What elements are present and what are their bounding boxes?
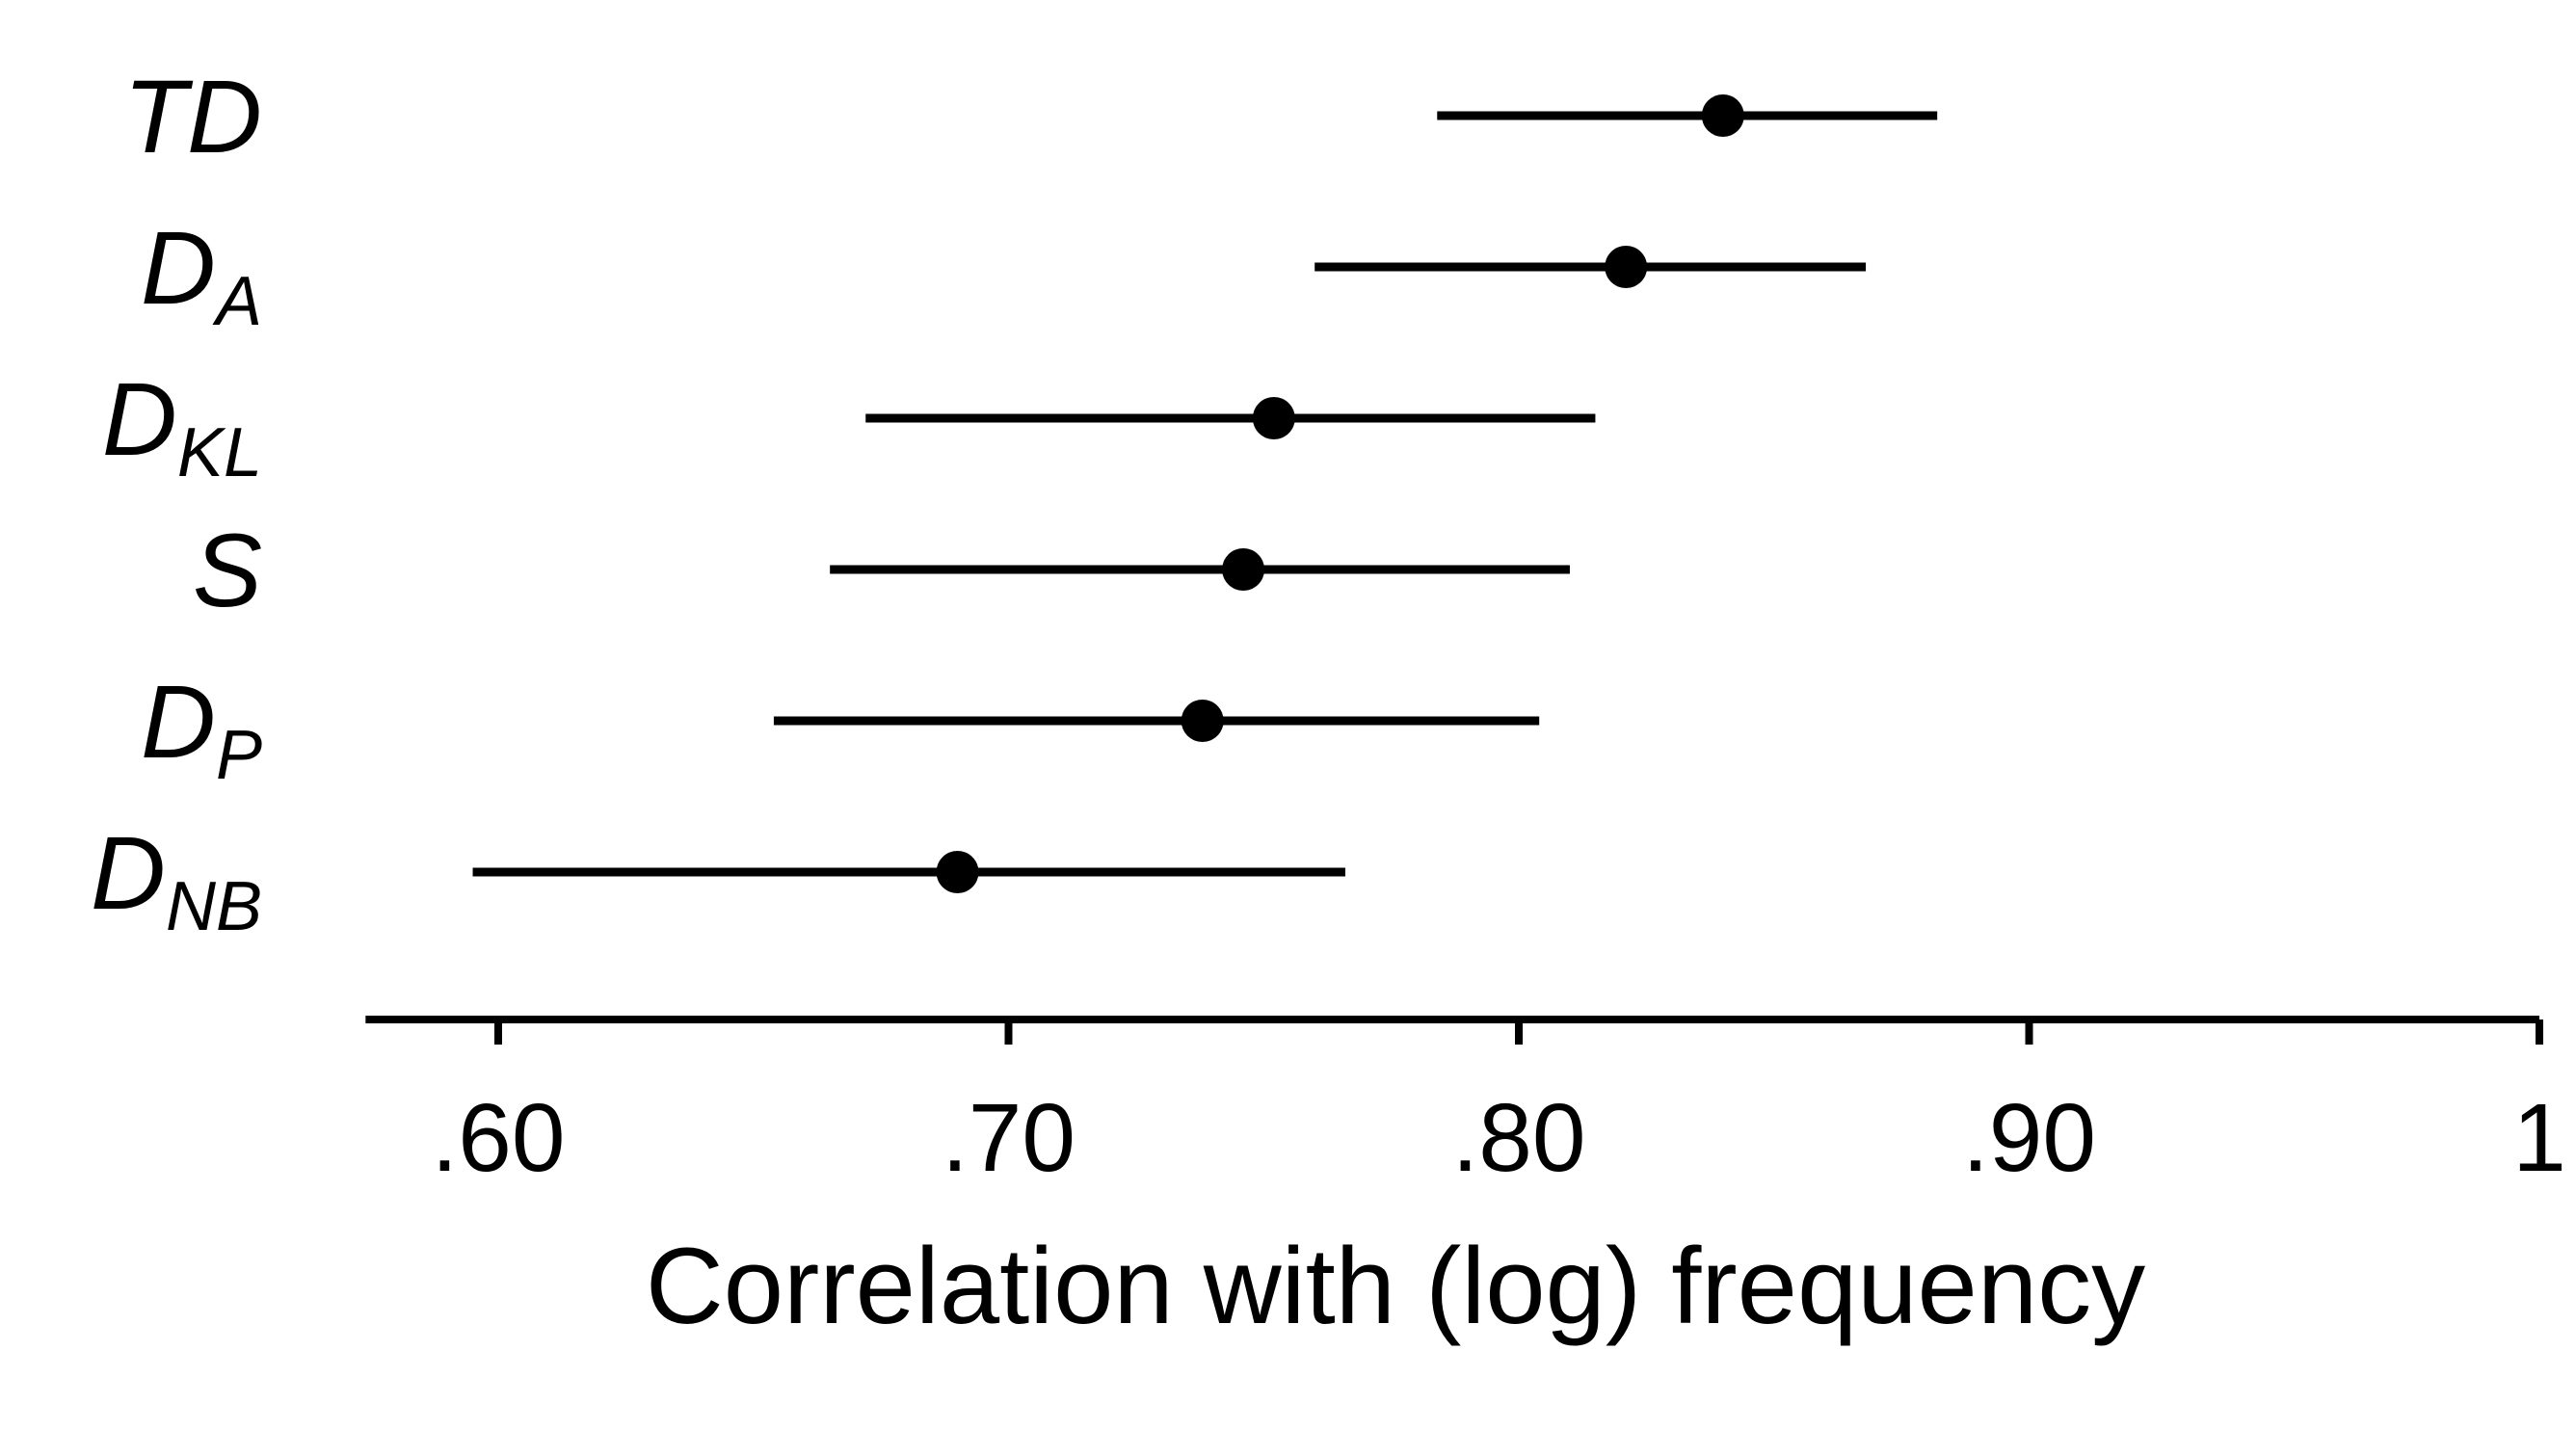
estimate-point-3 (1222, 548, 1265, 591)
row-label-4: DP (141, 663, 262, 794)
interval-row-1: DA (141, 209, 1867, 340)
row-label-sub-2: KL (177, 414, 262, 491)
row-label-0: TD (123, 58, 262, 174)
row-label-sub-1: A (212, 263, 262, 340)
row-label-main-0: TD (123, 58, 262, 174)
interval-row-5: DNB (91, 814, 1345, 945)
x-tick-label-3: .90 (1962, 1084, 2096, 1192)
row-label-main-4: D (141, 663, 216, 780)
row-label-3: S (193, 512, 262, 628)
x-axis-title: Correlation with (log) frequency (646, 1226, 2145, 1346)
row-label-5: DNB (91, 814, 262, 945)
estimate-point-0 (1701, 94, 1744, 137)
estimate-point-5 (936, 851, 979, 893)
row-label-sub-4: P (216, 717, 262, 794)
interval-row-2: DKL (102, 360, 1596, 491)
x-tick-label-2: .80 (1451, 1084, 1585, 1192)
row-label-sub-5: NB (166, 868, 262, 945)
row-label-main-5: D (91, 814, 166, 931)
x-tick-label-1: .70 (942, 1084, 1076, 1192)
x-tick-label-4: 1 (2512, 1084, 2566, 1192)
estimate-point-1 (1605, 246, 1648, 288)
row-label-1: DA (141, 209, 262, 340)
interval-row-0: TD (123, 58, 1938, 174)
estimate-point-4 (1181, 700, 1224, 742)
interval-row-4: DP (141, 663, 1540, 794)
interval-row-3: S (193, 512, 1570, 628)
row-label-2: DKL (102, 360, 262, 491)
x-tick-label-0: .60 (431, 1084, 565, 1192)
row-label-main-2: D (102, 360, 177, 477)
x-axis: .60 .70 .80 .90 1 (365, 1016, 2566, 1192)
estimate-point-2 (1252, 397, 1295, 439)
row-label-main-1: D (141, 209, 216, 326)
row-label-main-3: S (193, 512, 262, 628)
